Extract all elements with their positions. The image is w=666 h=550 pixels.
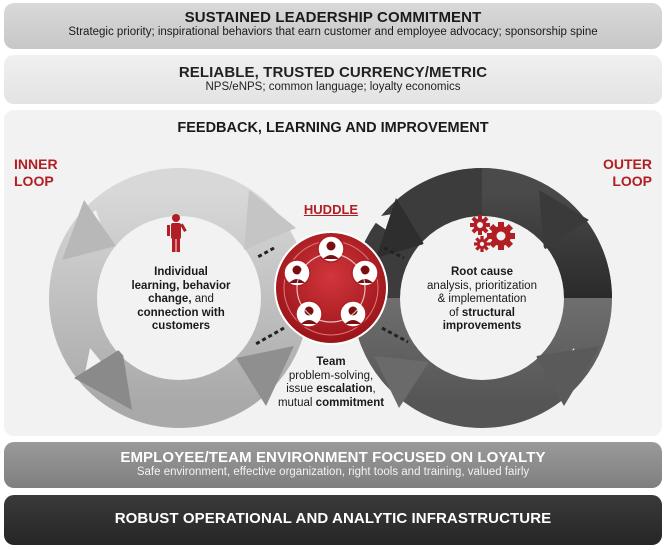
team-text-line3a: issue: [286, 383, 317, 395]
right-text-line1: Root cause: [451, 266, 513, 278]
team-text-line3c: ,: [372, 383, 376, 395]
team-text-line4a: mutual: [277, 396, 316, 409]
leadership-title: SUSTAINED LEADERSHIP COMMITMENT: [184, 9, 482, 26]
right-text-line5: improvements: [442, 320, 522, 332]
person-icon: [283, 259, 311, 287]
feedback-panel: FEEDBACK, LEARNING AND IMPROVEMENT INNER…: [4, 110, 662, 436]
person-icon: [351, 259, 379, 287]
outer-loop-arrowhead-1: [539, 190, 589, 250]
huddle-label: HUDDLE: [303, 202, 359, 217]
infrastructure-band: ROBUST OPERATIONAL AND ANALYTIC INFRASTR…: [4, 495, 662, 545]
team-text-line4b: commitment: [315, 396, 385, 409]
left-text-line3a: change,: [148, 293, 192, 305]
outer-loop-arrowhead-4: [376, 198, 424, 258]
inner-loop-arrowhead-4: [62, 200, 116, 260]
metric-subtitle: NPS/eNPS; common language; loyalty econo…: [205, 81, 461, 93]
inner-loop-arrowhead-2: [236, 346, 294, 406]
loops-diagram: [49, 168, 612, 428]
outer-loop-arrowhead-2: [536, 346, 600, 406]
outer-loop-line2: LOOP: [612, 173, 652, 189]
outer-loop-label: OUTER LOOP: [603, 156, 652, 190]
panel-title: FEEDBACK, LEARNING AND IMPROVEMENT: [177, 120, 489, 136]
leadership-band: SUSTAINED LEADERSHIP COMMITMENT Strategi…: [4, 3, 662, 49]
person-icon: [317, 235, 345, 263]
environment-subtitle: Safe environment, effective organization…: [136, 466, 530, 478]
leadership-subtitle: Strategic priority; inspirational behavi…: [68, 26, 598, 38]
inner-loop-label: INNER LOOP: [14, 156, 58, 190]
team-text-line1: Team: [316, 356, 346, 368]
huddle-connectors: [253, 246, 409, 347]
inner-loop-arrowhead-1: [244, 190, 296, 250]
right-text-line2: analysis, prioritization: [427, 279, 537, 292]
huddle-emblem: [274, 231, 388, 345]
metric-band: RELIABLE, TRUSTED CURRENCY/METRIC NPS/eN…: [4, 55, 662, 104]
outer-loop-arrowhead-3: [374, 356, 429, 408]
outer-loop-text: Root cause analysis, prioritization & im…: [408, 266, 556, 334]
right-text-line3: & implementation: [437, 293, 527, 305]
inner-loop-text: Individual learning, behavior change, an…: [106, 266, 256, 334]
outer-loop-line1: OUTER: [603, 156, 652, 172]
environment-title: EMPLOYEE/TEAM ENVIRONMENT FOCUSED ON LOY…: [120, 449, 546, 466]
left-text-line4: connection with: [137, 306, 225, 319]
inner-loop-line2: LOOP: [14, 173, 54, 189]
team-text-line2: problem-solving,: [288, 369, 374, 382]
left-text-line5: customers: [151, 320, 211, 332]
infrastructure-title: ROBUST OPERATIONAL AND ANALYTIC INFRASTR…: [114, 510, 552, 527]
metric-title: RELIABLE, TRUSTED CURRENCY/METRIC: [178, 64, 488, 81]
right-text-line4a: of: [449, 306, 462, 319]
right-text-line4b: structural: [461, 306, 515, 319]
environment-band: EMPLOYEE/TEAM ENVIRONMENT FOCUSED ON LOY…: [4, 442, 662, 488]
gears-icon: [470, 215, 515, 252]
left-text-line3b: and: [191, 293, 214, 305]
inner-loop-line1: INNER: [14, 156, 58, 172]
team-text: Team problem-solving, issue escalation, …: [266, 356, 396, 410]
left-text-line1: Individual: [154, 266, 208, 278]
left-text-line2: learning, behavior: [131, 279, 231, 292]
inner-loop-arrowhead-3: [74, 348, 132, 410]
individual-person-icon: [167, 214, 187, 252]
team-text-line3b: escalation: [316, 383, 373, 395]
